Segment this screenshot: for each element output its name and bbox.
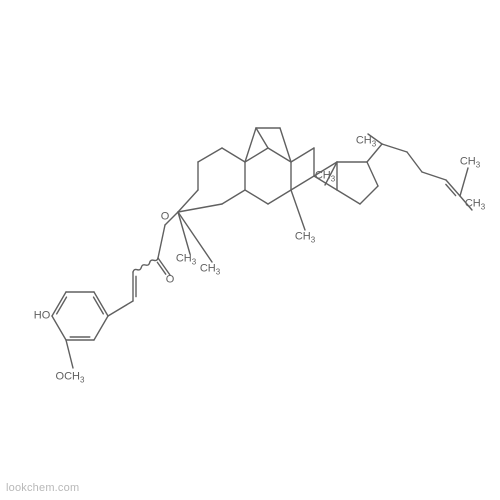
label-ho: HO bbox=[34, 311, 51, 322]
label-ch3e: CH3 bbox=[356, 135, 376, 148]
label-ch3b: CH3 bbox=[200, 263, 220, 276]
label-ch3d: CH3 bbox=[315, 170, 335, 183]
watermark-text: lookchem.com bbox=[6, 482, 79, 494]
label-o2: O bbox=[161, 212, 170, 223]
label-och3: OCH3 bbox=[56, 371, 85, 384]
molecule-canvas: HO OCH3 O O CH3 CH3 CH3 CH3 CH3 CH3 CH3 … bbox=[0, 0, 500, 500]
label-ch3a: CH3 bbox=[176, 253, 196, 266]
label-ch3g: CH3 bbox=[465, 198, 485, 211]
bond-layer bbox=[0, 0, 500, 500]
label-ch3f: CH3 bbox=[460, 156, 480, 169]
label-ch3c: CH3 bbox=[295, 231, 315, 244]
label-o1: O bbox=[166, 275, 175, 286]
